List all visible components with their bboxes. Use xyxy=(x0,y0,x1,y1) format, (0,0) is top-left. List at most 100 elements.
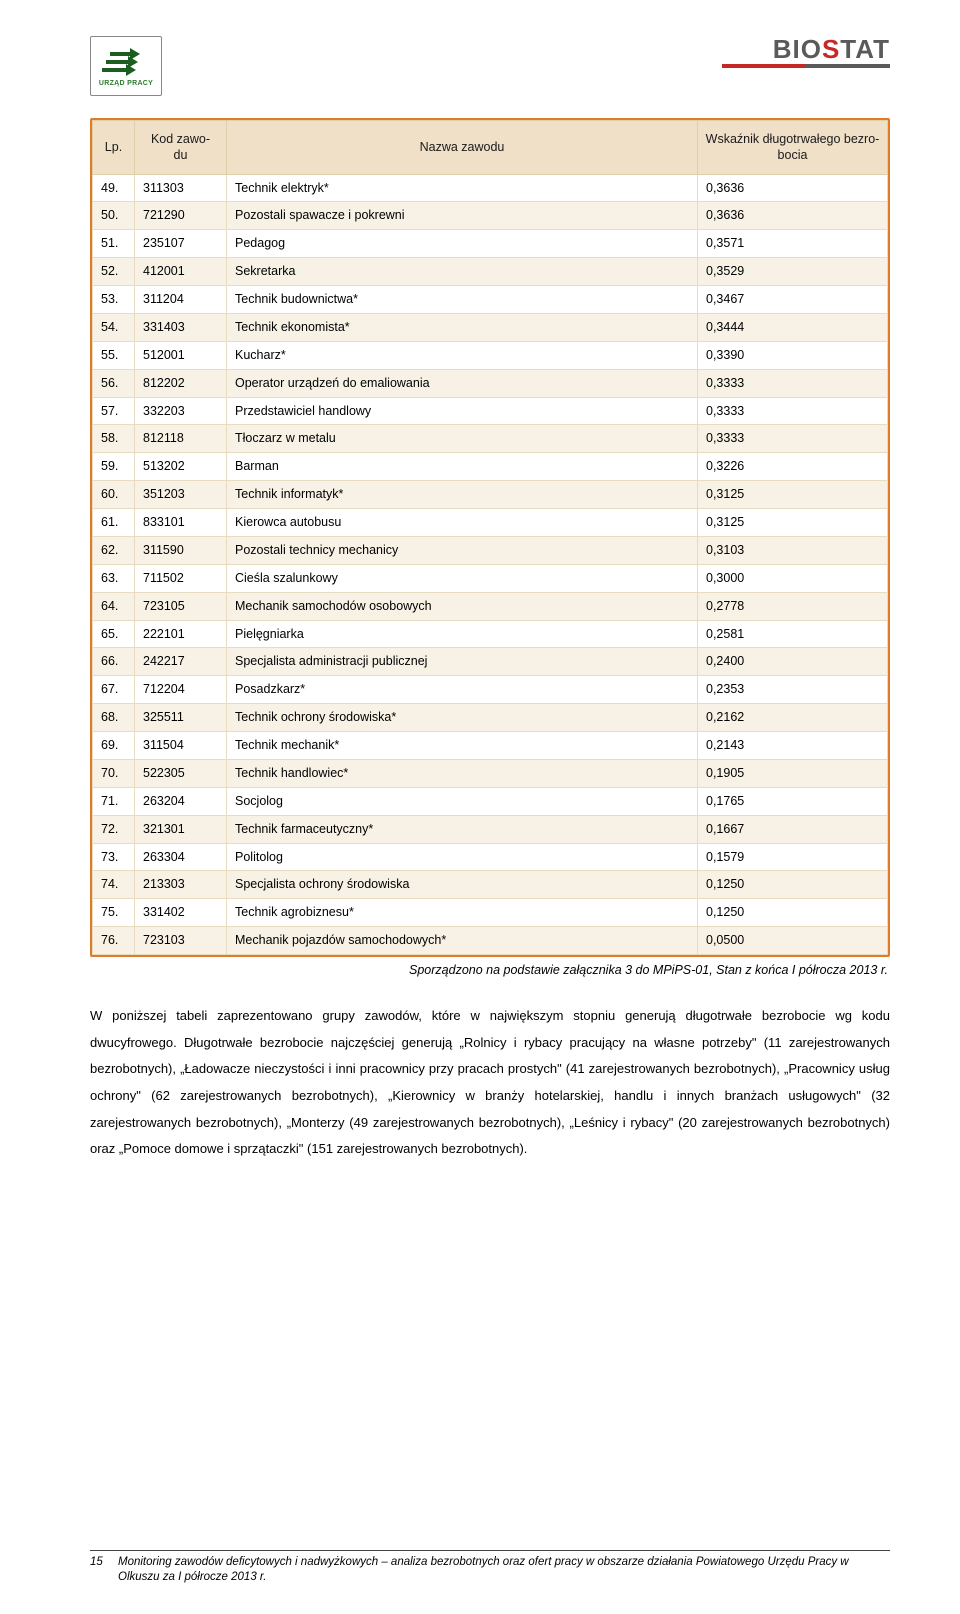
page-footer: 15 Monitoring zawodów deficytowych i nad… xyxy=(90,1550,890,1586)
cell-kod: 263204 xyxy=(135,787,227,815)
cell-name: Tłoczarz w metalu xyxy=(227,425,698,453)
table-row: 71.263204Socjolog0,1765 xyxy=(93,787,888,815)
cell-kod: 712204 xyxy=(135,676,227,704)
cell-lp: 57. xyxy=(93,397,135,425)
cell-val: 0,1579 xyxy=(698,843,888,871)
occupations-table-wrap: Lp. Kod zawo- du Nazwa zawodu Wskaźnik d… xyxy=(90,118,890,957)
cell-kod: 723103 xyxy=(135,927,227,955)
biostat-underline xyxy=(722,64,890,68)
table-row: 60.351203Technik informatyk*0,3125 xyxy=(93,481,888,509)
col-header-lp: Lp. xyxy=(93,121,135,175)
cell-val: 0,3333 xyxy=(698,397,888,425)
cell-lp: 51. xyxy=(93,230,135,258)
table-row: 75.331402Technik agrobiznesu*0,1250 xyxy=(93,899,888,927)
occupations-table: Lp. Kod zawo- du Nazwa zawodu Wskaźnik d… xyxy=(92,120,888,955)
cell-val: 0,3000 xyxy=(698,564,888,592)
table-row: 53.311204Technik budownictwa*0,3467 xyxy=(93,286,888,314)
cell-val: 0,2778 xyxy=(698,592,888,620)
table-row: 63.711502Cieśla szalunkowy0,3000 xyxy=(93,564,888,592)
table-row: 67.712204Posadzkarz*0,2353 xyxy=(93,676,888,704)
cell-val: 0,2581 xyxy=(698,620,888,648)
cell-kod: 351203 xyxy=(135,481,227,509)
cell-name: Barman xyxy=(227,453,698,481)
cell-lp: 72. xyxy=(93,815,135,843)
table-row: 66.242217Specjalista administracji publi… xyxy=(93,648,888,676)
arrow-stack-icon xyxy=(102,48,150,78)
table-row: 55.512001Kucharz*0,3390 xyxy=(93,341,888,369)
cell-kod: 325511 xyxy=(135,704,227,732)
cell-kod: 321301 xyxy=(135,815,227,843)
body-paragraph: W poniższej tabeli zaprezentowano grupy … xyxy=(90,1003,890,1163)
table-source-note: Sporządzono na podstawie załącznika 3 do… xyxy=(90,963,888,977)
cell-name: Technik agrobiznesu* xyxy=(227,899,698,927)
labor-office-caption: URZĄD PRACY xyxy=(99,80,153,87)
table-row: 64.723105Mechanik samochodów osobowych0,… xyxy=(93,592,888,620)
page-header: URZĄD PRACY BIOSTAT xyxy=(90,36,890,96)
cell-kod: 711502 xyxy=(135,564,227,592)
cell-val: 0,3636 xyxy=(698,202,888,230)
cell-name: Technik mechanik* xyxy=(227,732,698,760)
cell-val: 0,2143 xyxy=(698,732,888,760)
cell-lp: 73. xyxy=(93,843,135,871)
cell-lp: 56. xyxy=(93,369,135,397)
cell-kod: 311204 xyxy=(135,286,227,314)
cell-kod: 512001 xyxy=(135,341,227,369)
cell-name: Socjolog xyxy=(227,787,698,815)
cell-lp: 59. xyxy=(93,453,135,481)
cell-lp: 64. xyxy=(93,592,135,620)
table-row: 65.222101Pielęgniarka0,2581 xyxy=(93,620,888,648)
page-number: 15 xyxy=(90,1555,118,1586)
cell-val: 0,2162 xyxy=(698,704,888,732)
cell-lp: 60. xyxy=(93,481,135,509)
cell-kod: 723105 xyxy=(135,592,227,620)
body-paragraph-text: W poniższej tabeli zaprezentowano grupy … xyxy=(90,1003,890,1163)
cell-kod: 263304 xyxy=(135,843,227,871)
cell-name: Pielęgniarka xyxy=(227,620,698,648)
table-row: 49.311303Technik elektryk*0,3636 xyxy=(93,174,888,202)
cell-name: Politolog xyxy=(227,843,698,871)
cell-val: 0,3125 xyxy=(698,481,888,509)
cell-name: Pozostali technicy mechanicy xyxy=(227,536,698,564)
cell-kod: 522305 xyxy=(135,759,227,787)
cell-name: Posadzkarz* xyxy=(227,676,698,704)
cell-kod: 331403 xyxy=(135,313,227,341)
cell-kod: 412001 xyxy=(135,258,227,286)
cell-lp: 55. xyxy=(93,341,135,369)
cell-kod: 311590 xyxy=(135,536,227,564)
cell-name: Specjalista ochrony środowiska xyxy=(227,871,698,899)
cell-lp: 69. xyxy=(93,732,135,760)
table-row: 50.721290Pozostali spawacze i pokrewni0,… xyxy=(93,202,888,230)
cell-name: Kucharz* xyxy=(227,341,698,369)
cell-name: Operator urządzeń do emaliowania xyxy=(227,369,698,397)
biostat-logo: BIOSTAT xyxy=(722,36,890,68)
cell-lp: 74. xyxy=(93,871,135,899)
cell-lp: 50. xyxy=(93,202,135,230)
cell-lp: 66. xyxy=(93,648,135,676)
table-row: 61.833101Kierowca autobusu0,3125 xyxy=(93,509,888,537)
cell-name: Specjalista administracji publicznej xyxy=(227,648,698,676)
cell-kod: 331402 xyxy=(135,899,227,927)
table-row: 74.213303Specjalista ochrony środowiska0… xyxy=(93,871,888,899)
cell-val: 0,2353 xyxy=(698,676,888,704)
cell-lp: 67. xyxy=(93,676,135,704)
cell-val: 0,3467 xyxy=(698,286,888,314)
cell-lp: 63. xyxy=(93,564,135,592)
cell-name: Mechanik samochodów osobowych xyxy=(227,592,698,620)
col-header-nazwa: Nazwa zawodu xyxy=(227,121,698,175)
col-header-wsk: Wskaźnik długotrwałego bezro- bocia xyxy=(698,121,888,175)
cell-lp: 65. xyxy=(93,620,135,648)
col-header-kod: Kod zawo- du xyxy=(135,121,227,175)
table-row: 59.513202Barman0,3226 xyxy=(93,453,888,481)
cell-name: Technik elektryk* xyxy=(227,174,698,202)
cell-val: 0,3226 xyxy=(698,453,888,481)
cell-name: Technik ochrony środowiska* xyxy=(227,704,698,732)
cell-kod: 242217 xyxy=(135,648,227,676)
cell-kod: 311504 xyxy=(135,732,227,760)
cell-val: 0,3636 xyxy=(698,174,888,202)
cell-name: Przedstawiciel handlowy xyxy=(227,397,698,425)
cell-kod: 721290 xyxy=(135,202,227,230)
table-row: 54.331403Technik ekonomista*0,3444 xyxy=(93,313,888,341)
cell-lp: 61. xyxy=(93,509,135,537)
cell-name: Kierowca autobusu xyxy=(227,509,698,537)
table-row: 51.235107Pedagog0,3571 xyxy=(93,230,888,258)
